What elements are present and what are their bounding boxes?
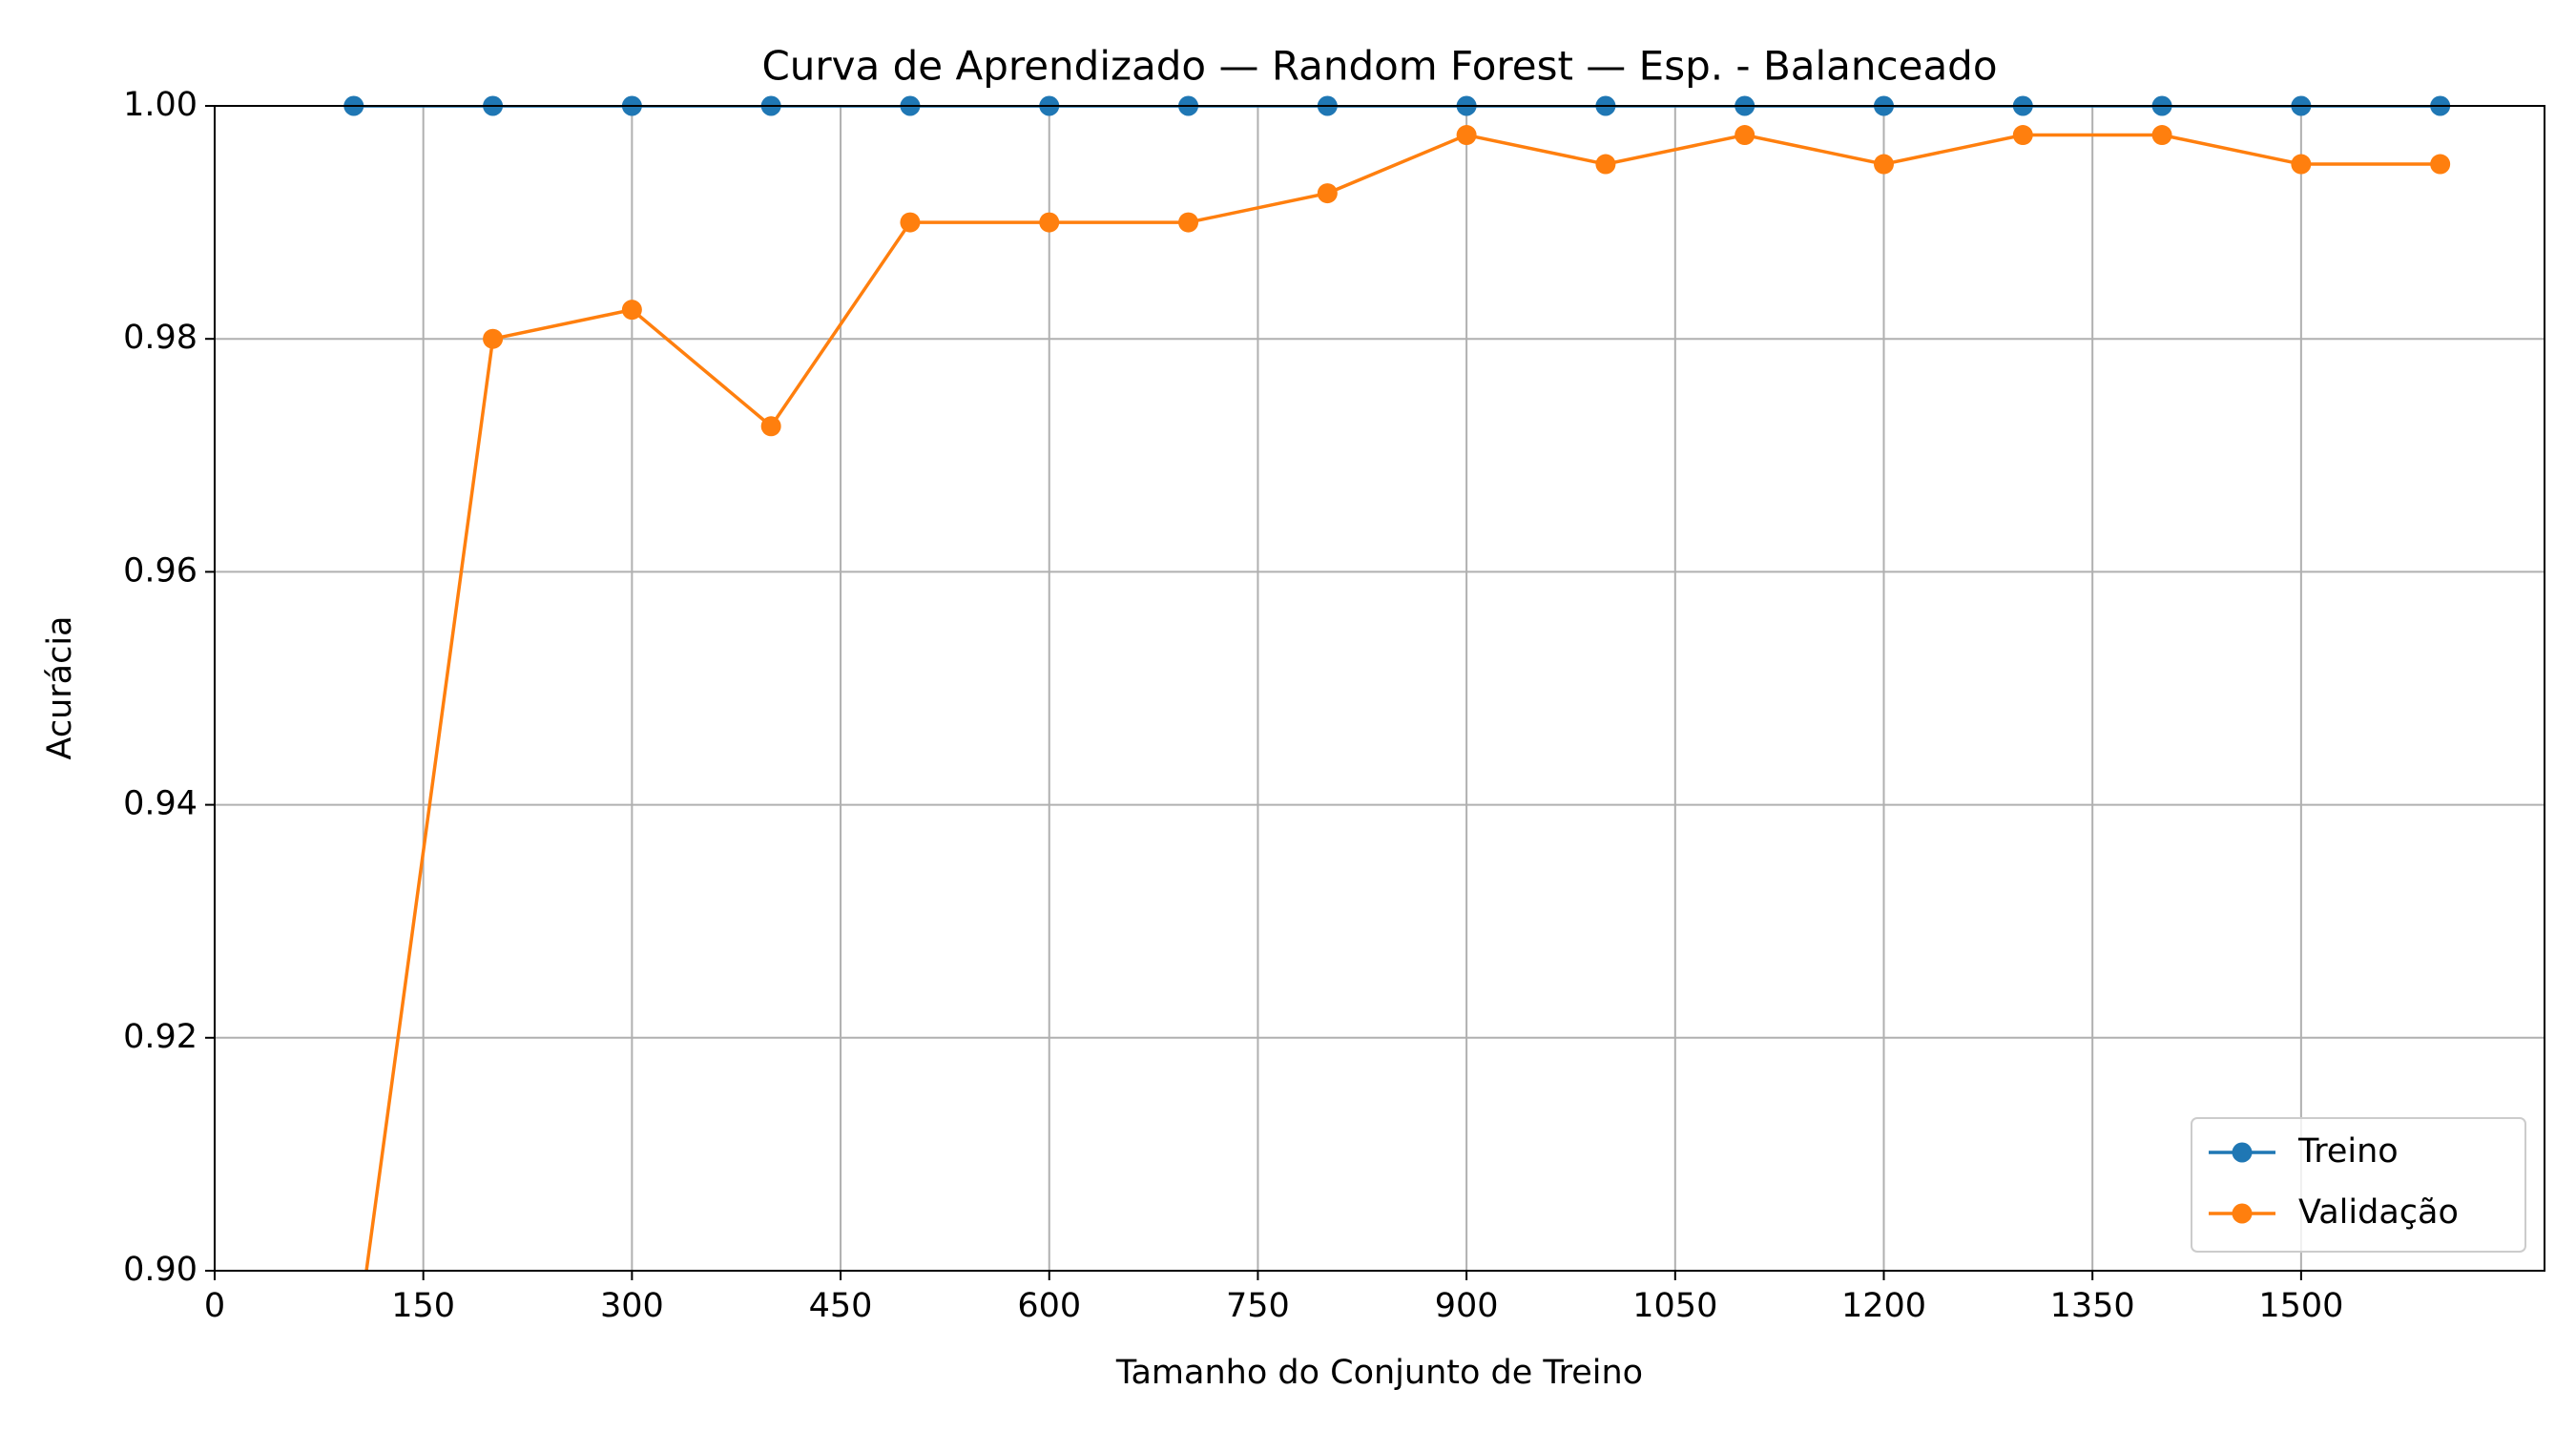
x-tick-label: 0: [204, 1287, 225, 1325]
point: [1317, 183, 1338, 204]
x-tick-label: 300: [600, 1287, 664, 1325]
point: [760, 416, 781, 437]
y-tick-label: 0.96: [123, 551, 197, 590]
y-tick-label: 0.90: [123, 1251, 197, 1289]
legend-marker: [2232, 1203, 2253, 1224]
x-tick-label: 600: [1017, 1287, 1081, 1325]
legend-marker: [2232, 1142, 2253, 1163]
x-tick-label: 750: [1226, 1287, 1290, 1325]
y-tick-label: 0.94: [123, 785, 197, 823]
chart-title: Curva de Aprendizado — Random Forest — E…: [761, 43, 1997, 90]
x-tick-label: 1050: [1632, 1287, 1717, 1325]
plot-lines: [353, 106, 2441, 1271]
point: [1595, 154, 1616, 175]
x-tick-label: 1200: [1841, 1287, 1926, 1325]
point: [621, 300, 642, 321]
point: [1039, 212, 1060, 233]
y-tick-label: 0.98: [123, 319, 197, 357]
x-tick-label: 1350: [2050, 1287, 2135, 1325]
legend-label: Treino: [2297, 1132, 2399, 1171]
point: [2151, 125, 2172, 146]
series-line: [364, 133, 2441, 1271]
y-tick-label: 1.00: [123, 86, 197, 124]
point: [2012, 125, 2033, 146]
x-tick-label: 900: [1435, 1287, 1499, 1325]
y-tick-label: 0.92: [123, 1018, 197, 1056]
x-axis-label: Tamanho do Conjunto de Treino: [1115, 1354, 1643, 1392]
axes-frame: [214, 105, 2545, 1272]
point: [1178, 212, 1199, 233]
point: [483, 328, 504, 349]
y-axis-label: Acurácia: [41, 615, 79, 759]
point: [1873, 154, 1894, 175]
x-tick-label: 150: [391, 1287, 455, 1325]
legend-label: Validação: [2298, 1193, 2459, 1232]
point: [900, 212, 921, 233]
x-tick-label: 450: [809, 1287, 873, 1325]
x-tick-label: 1500: [2258, 1287, 2343, 1325]
point: [1735, 125, 1755, 146]
point: [2430, 154, 2451, 175]
point: [2291, 154, 2312, 175]
point: [1456, 125, 1477, 146]
